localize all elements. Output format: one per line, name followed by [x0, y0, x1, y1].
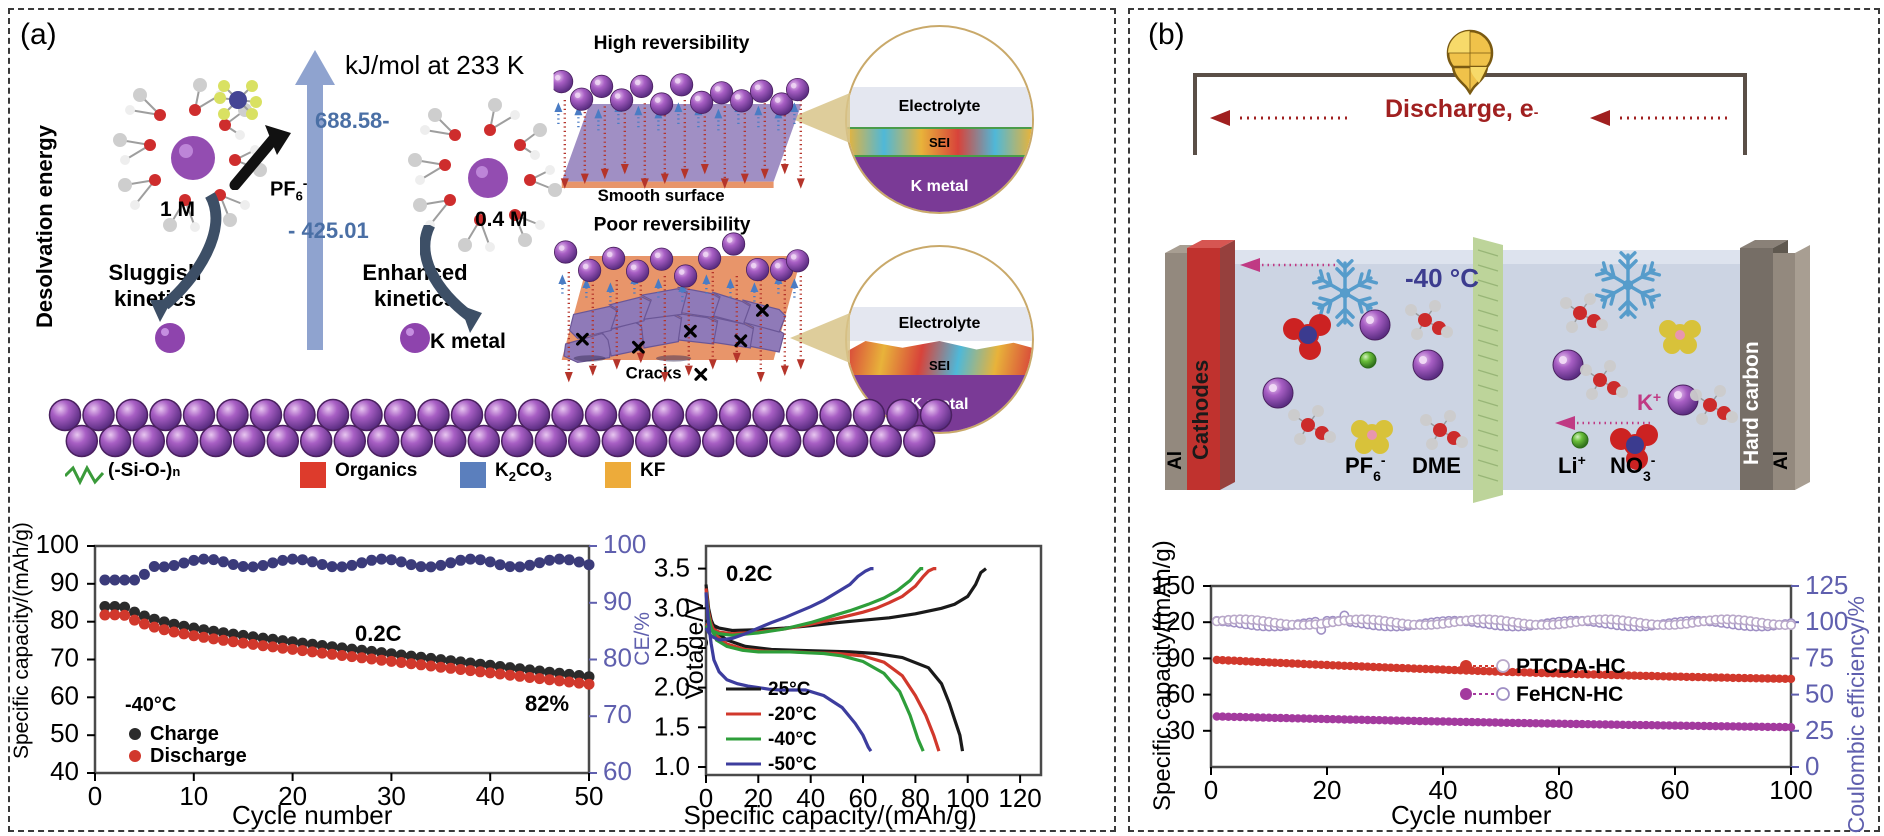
svg-text:100: 100: [603, 529, 646, 559]
svg-text:70: 70: [50, 643, 79, 673]
svg-text:120: 120: [1152, 606, 1195, 636]
svg-text:0.2C: 0.2C: [726, 561, 773, 586]
svg-text:-20°C: -20°C: [768, 704, 817, 725]
svg-text:3.0: 3.0: [654, 592, 690, 622]
svg-text:50: 50: [50, 718, 79, 748]
svg-text:60: 60: [1661, 775, 1690, 805]
svg-text:30: 30: [1166, 715, 1195, 745]
svg-text:0: 0: [1204, 775, 1218, 805]
svg-text:70: 70: [603, 699, 632, 729]
svg-text:1.0: 1.0: [654, 751, 690, 781]
svg-text:90: 90: [1166, 642, 1195, 672]
svg-text:25°C: 25°C: [768, 679, 811, 700]
svg-text:40: 40: [50, 756, 79, 786]
svg-text:FeHCN-HC: FeHCN-HC: [1516, 683, 1623, 706]
svg-text:3.5: 3.5: [654, 553, 690, 583]
svg-text:Charge: Charge: [150, 723, 219, 745]
svg-text:0.2C: 0.2C: [355, 621, 402, 646]
svg-text:50: 50: [1805, 679, 1834, 709]
svg-text:K+: K+: [1637, 389, 1661, 415]
svg-text:PTCDA-HC: PTCDA-HC: [1516, 655, 1626, 678]
svg-text:-40°C: -40°C: [125, 694, 176, 716]
svg-text:80: 80: [50, 605, 79, 635]
svg-text:2.0: 2.0: [654, 672, 690, 702]
svg-text:60: 60: [50, 680, 79, 710]
svg-text:20: 20: [1313, 775, 1342, 805]
svg-text:25: 25: [1805, 715, 1834, 745]
svg-text:0: 0: [88, 781, 102, 811]
svg-text:125: 125: [1805, 570, 1848, 600]
svg-text:40: 40: [476, 781, 505, 811]
svg-text:60: 60: [1166, 679, 1195, 709]
svg-text:90: 90: [50, 567, 79, 597]
svg-text:Discharge: Discharge: [150, 745, 247, 767]
svg-text:50: 50: [575, 781, 604, 811]
svg-text:PF6-: PF6-: [1345, 452, 1386, 484]
svg-text:100: 100: [1805, 606, 1848, 636]
svg-text:Li+: Li+: [1558, 452, 1586, 478]
svg-text:82%: 82%: [525, 691, 569, 716]
svg-text:80: 80: [603, 643, 632, 673]
svg-text:-50°C: -50°C: [768, 754, 817, 775]
svg-text:10: 10: [179, 781, 208, 811]
svg-text:120: 120: [998, 783, 1041, 813]
svg-text:60: 60: [603, 756, 632, 786]
svg-text:-40°C: -40°C: [768, 729, 817, 750]
svg-text:100: 100: [1769, 775, 1812, 805]
svg-text:90: 90: [603, 586, 632, 616]
svg-text:DME: DME: [1412, 453, 1461, 478]
svg-text:1.5: 1.5: [654, 711, 690, 741]
svg-text:-40 °C: -40 °C: [1405, 263, 1479, 293]
svg-text:2.5: 2.5: [654, 632, 690, 662]
svg-text:75: 75: [1805, 642, 1834, 672]
svg-text:150: 150: [1152, 570, 1195, 600]
svg-text:100: 100: [36, 529, 79, 559]
svg-text:NO3-: NO3-: [1610, 452, 1656, 484]
